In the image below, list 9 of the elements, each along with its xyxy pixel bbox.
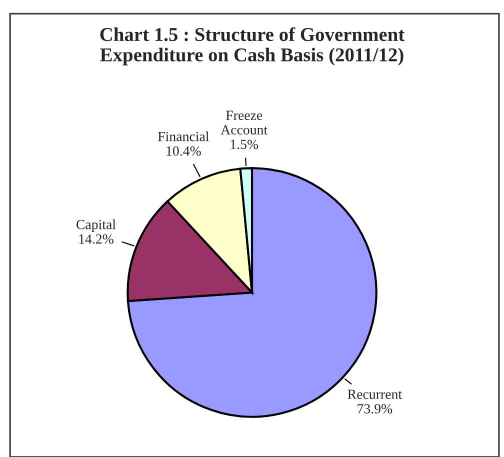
slice-label: Freeze Account — [220, 110, 268, 135]
slice-label: Capital — [76, 219, 116, 232]
slice-label: Financial — [158, 131, 209, 142]
data-label: 10.4% — [166, 146, 201, 156]
slice-label: Recurrent — [348, 390, 402, 399]
data-label: 14.2% — [79, 234, 114, 244]
data-label: 73.9% — [358, 404, 392, 414]
data-label: 1.5% — [230, 140, 258, 150]
chart-title: Chart 1.5 : Structure of Government Expenditure on Cash Basis (2011/12) — [100, 27, 405, 66]
